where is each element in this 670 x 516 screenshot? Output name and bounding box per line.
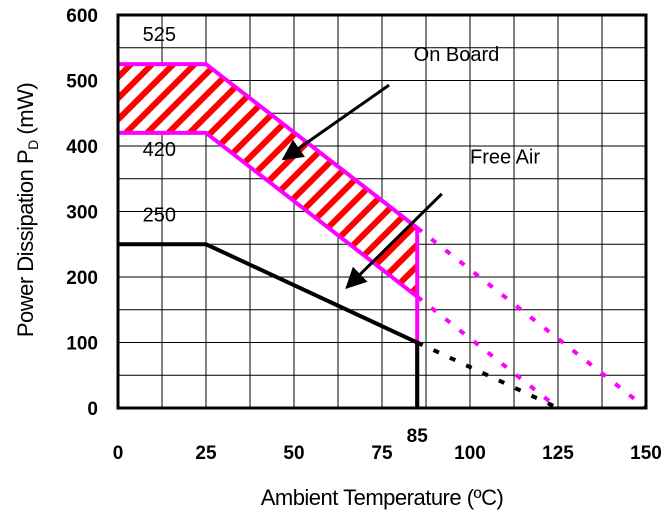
annotation-arrow (345, 192, 443, 289)
x-tick-label: 0 (113, 443, 124, 464)
y-tick-label: 400 (66, 137, 98, 158)
x-tick-label: 75 (371, 443, 393, 464)
series-line-2 (118, 242, 420, 408)
x-axis-label: Ambient Temperature (ºC) (261, 485, 504, 510)
series-dashed-0 (415, 226, 648, 410)
series-line-1 (118, 130, 419, 299)
series-line-0 (118, 62, 420, 408)
series-dashed-1 (415, 295, 560, 410)
x-tick-label: 50 (283, 443, 304, 464)
y-tick-label: 0 (87, 399, 98, 420)
annotation-arrow (281, 83, 390, 161)
value-label: 250 (143, 204, 176, 226)
y-tick-label: 200 (66, 268, 98, 289)
value-label: 420 (143, 139, 176, 161)
y-tick-label: 100 (66, 334, 98, 355)
x-tick-label: 100 (454, 443, 486, 464)
series-dashed-2 (416, 340, 559, 410)
x-tick-label-extra: 85 (407, 426, 429, 447)
value-labels: 525 420 250 (143, 24, 176, 226)
annotations: On Board Free Air (281, 44, 540, 289)
y-axis-label: Power Dissipation PD (mW) (13, 83, 41, 337)
y-tick-label: 600 (66, 6, 98, 27)
annotation-label: Free Air (470, 147, 540, 169)
tick-labels: 0 25 50 75 100 125 150 85 0 100 200 300 400 500 600 (66, 6, 662, 464)
grid-lines (118, 15, 646, 408)
y-axis-label-main: Power Dissipation P (13, 150, 38, 337)
x-tick-label: 25 (195, 443, 217, 464)
y-tick-label: 300 (66, 203, 98, 224)
y-tick-label: 500 (66, 72, 98, 93)
x-tick-label: 125 (542, 443, 574, 464)
annotation-label: On Board (414, 44, 500, 66)
x-tick-label: 150 (630, 443, 662, 464)
curves (118, 62, 648, 410)
y-axis-label-unit: (mW) (13, 83, 38, 140)
plot-frame (116, 13, 648, 410)
y-axis-label-subscript: D (25, 140, 41, 150)
value-label: 525 (143, 24, 176, 46)
